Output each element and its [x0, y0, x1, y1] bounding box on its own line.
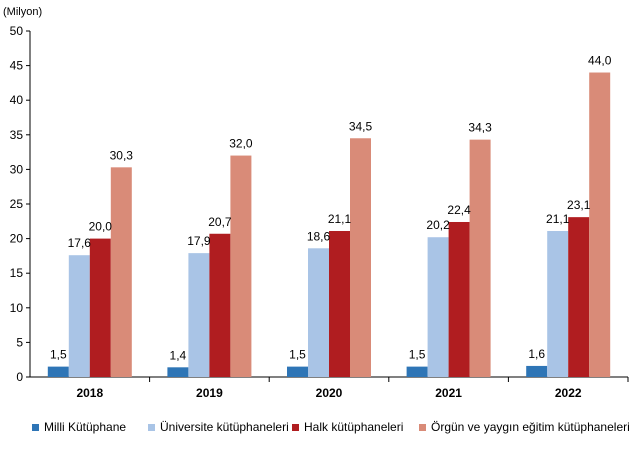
y-tick-label: 35 [10, 128, 24, 142]
data-label: 1,6 [528, 347, 545, 361]
legend-label: Milli Kütüphane [44, 420, 127, 434]
x-tick-label: 2022 [555, 386, 582, 400]
y-tick-label: 15 [10, 266, 24, 280]
bar [547, 230, 569, 377]
bar [230, 155, 252, 377]
y-tick-label: 40 [10, 93, 24, 107]
y-tick-label: 25 [10, 197, 24, 211]
y-tick-label: 10 [10, 301, 24, 315]
data-label: 34,3 [468, 121, 492, 135]
bar [110, 167, 132, 377]
bar [589, 72, 611, 378]
legend-item-orgun: Örgün ve yaygın eğitim kütüphaneleri [419, 420, 630, 434]
bar [188, 253, 210, 377]
data-label: 22,4 [447, 203, 471, 217]
data-label: 1,4 [170, 348, 187, 362]
y-tick-label: 50 [10, 24, 24, 38]
legend: Milli Kütüphane Üniversite kütüphaneleri… [0, 420, 640, 444]
x-tick-label: 2021 [435, 386, 462, 400]
y-tick-label: 5 [16, 335, 23, 349]
legend-label: Üniversite kütüphaneleri [160, 420, 289, 434]
x-tick-label: 2018 [76, 386, 103, 400]
legend-swatch [32, 423, 39, 431]
bar [469, 139, 491, 377]
bar [350, 138, 371, 377]
bar [287, 366, 308, 377]
y-tick-label: 45 [10, 59, 24, 73]
data-label: 17,9 [187, 234, 211, 248]
bar [526, 365, 548, 377]
bar [568, 217, 590, 377]
bar [167, 367, 189, 377]
x-tick-label: 2019 [196, 386, 223, 400]
bar [47, 366, 69, 377]
bar [308, 248, 329, 377]
legend-label: Halk kütüphaneleri [304, 420, 404, 434]
bar [329, 230, 350, 377]
legend-item-milli: Milli Kütüphane [32, 420, 126, 434]
data-label: 20,7 [208, 215, 232, 229]
bar [68, 255, 90, 377]
data-label: 20,0 [89, 220, 113, 234]
data-label: 20,2 [426, 218, 450, 232]
data-label: 44,0 [588, 54, 612, 68]
data-label: 30,3 [110, 148, 134, 162]
data-label: 32,0 [229, 137, 253, 151]
y-tick-label: 20 [10, 232, 24, 246]
bar [448, 221, 470, 377]
legend-label: Örgün ve yaygın eğitim kütüphaneleri [431, 420, 630, 434]
x-tick-label: 2020 [316, 386, 343, 400]
bar [89, 238, 111, 377]
data-label: 21,1 [328, 212, 352, 226]
data-label: 18,6 [307, 229, 331, 243]
bar [406, 366, 428, 377]
bar [427, 237, 449, 377]
legend-swatch [419, 423, 426, 431]
data-label: 23,1 [567, 198, 591, 212]
data-label: 1,5 [50, 348, 67, 362]
bar [209, 233, 231, 377]
legend-swatch [292, 423, 299, 431]
legend-item-universite: Üniversite kütüphaneleri [148, 420, 289, 434]
data-label: 34,5 [349, 119, 373, 133]
legend-item-halk: Halk kütüphaneleri [292, 420, 403, 434]
bar-chart: (Milyon) 0 5 10 15 20 25 30 35 40 45 50 2018 2019 202… [3, 6, 629, 400]
y-tick-label: 30 [10, 162, 24, 176]
data-label: 17,6 [68, 236, 92, 250]
legend-swatch [148, 423, 155, 431]
unit-label: (Milyon) [3, 6, 42, 18]
data-label: 21,1 [546, 212, 570, 226]
data-label: 1,5 [289, 348, 306, 362]
y-tick-label: 0 [16, 370, 23, 384]
data-label: 1,5 [409, 348, 426, 362]
